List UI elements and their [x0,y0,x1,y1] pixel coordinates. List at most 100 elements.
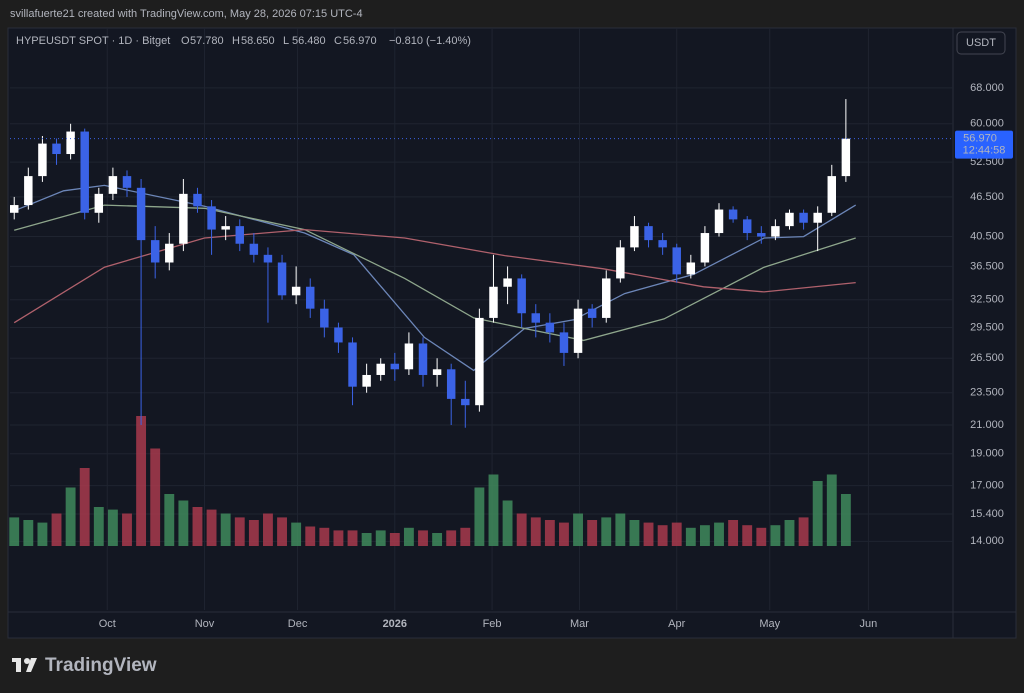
volume-bar [770,525,781,546]
y-tick-label: 29.500 [970,321,1004,333]
volume-bar [601,517,612,546]
volume-bar [277,517,287,546]
currency[interactable]: USDT [966,37,996,49]
candle-body [630,226,639,248]
volume-bar [305,526,316,546]
volume-bar [333,530,344,546]
volume-bar [573,513,583,546]
volume-bar [178,500,189,546]
logo-part [26,658,37,672]
volume-bar [502,500,513,546]
y-tick-label: 15.400 [970,508,1004,520]
volume-bar [164,494,175,546]
volume-bar [107,509,118,546]
candle-body [728,209,738,220]
volume-bar [742,525,753,546]
candle-body [700,233,710,263]
axis-layer: 68.000 60.000 52.500 46.500 40.500 36.500 32.5… [10,82,1013,630]
symbol: HYPEUSDT SPOT · 1D · Bitget [16,35,170,47]
candle-body [644,226,653,241]
y-tick-label: 40.500 [970,230,1004,242]
candle-body [827,176,837,213]
candle-body [686,262,696,275]
volume-bar [418,530,428,546]
volume-bar [9,517,20,546]
y-tick-label: 19.000 [970,448,1004,460]
candle-body [742,219,752,234]
candle-body [165,243,174,263]
volume-bar [643,522,654,546]
candle-body [24,176,33,206]
x-tick-label: Mar [570,618,589,630]
volume-bar [37,522,48,546]
candle-body [136,187,146,241]
volume-bar [319,527,330,546]
y-tick-label: 26.500 [970,352,1004,364]
candle-body [517,278,526,314]
volume-bar [812,481,823,546]
candle-body [235,226,244,244]
legend-key: L [283,35,289,47]
legend-key: H [232,35,240,47]
volume-bar [629,520,640,546]
x-tick-label: Feb [483,618,502,630]
legend-value: 58.650 [241,35,275,47]
volume-bar [291,522,302,546]
candle-body [531,313,540,323]
candle-body [150,240,160,263]
y-tick-label: 52.500 [970,156,1004,168]
candle-body [334,327,343,343]
candle-body [221,226,230,230]
candle-body [602,278,611,318]
candle-body [179,193,188,244]
price-tag [955,130,1013,159]
brand-logo [12,658,37,672]
volume-bar [263,513,273,546]
candle-body [799,212,808,223]
volume-bar [79,468,90,546]
x-tick-label: May [759,618,780,630]
volume-bar [192,507,203,546]
y-tick-label: 21.000 [970,419,1004,431]
y-tick-label: 60.000 [970,118,1004,130]
candle-body [785,212,794,227]
candle-body [66,131,75,155]
candle-body [813,212,822,223]
candle-body [771,226,780,237]
candle-body [432,369,442,375]
candle-body [418,343,428,375]
candle-body [207,206,216,230]
x-tick-label: Oct [99,618,116,630]
volume-bar [23,520,34,546]
volume-bar [389,533,400,546]
y-tick-label: 14.000 [970,535,1004,547]
volume-bar [122,513,132,546]
price-tag-value: 56.970 [963,133,997,145]
currency-button[interactable] [956,31,1006,55]
volume-bar [699,525,710,546]
volume-bar [248,520,259,546]
y-tick-label: 36.500 [970,260,1004,272]
x-tick-label: Dec [288,618,308,630]
candle-body [573,308,583,353]
candle-body [193,193,202,207]
volume-bar [798,517,809,546]
volume-bar [150,448,161,546]
brand: TradingView [45,655,157,676]
volume-bar [474,487,485,546]
volume-bar [347,530,358,546]
y-tick-label: 46.500 [970,191,1004,203]
legend-key: C [334,35,342,47]
volume-bar [587,520,598,546]
volume-bar [488,474,499,546]
candle-body [306,286,315,309]
volume-bar [784,520,795,546]
volume-bar [826,474,837,546]
volume-bar [516,513,527,546]
volume-bar [220,513,231,546]
candle-body [503,278,512,287]
volume-bar [446,530,457,546]
ohlc-legend: O 57.780 H 58.650 L 56.480 C 56.970 [181,35,377,47]
candle-body [475,317,484,406]
